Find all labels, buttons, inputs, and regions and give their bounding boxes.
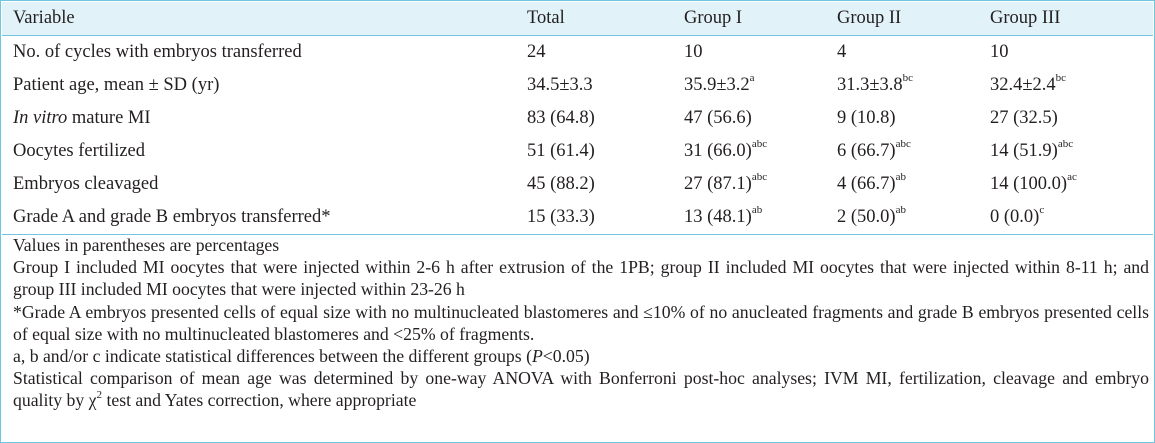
cell-group-2: 6 (66.7)abc [837,137,911,161]
footnote-groups: Group I included MI oocytes that were in… [13,257,1149,300]
cell-group-3: 0 (0.0)c [979,201,1153,235]
cell-group-3: 32.4±2.4bc [990,71,1067,95]
footnote-significance: a, b and/or c indicate statistical diffe… [13,346,590,367]
row-label: Grade A and grade B embryos transferred* [2,201,516,235]
cell-group-2: 4 (66.7)ab [837,170,906,194]
cell-total: 24 [527,41,546,62]
cell-group-2: 2 (50.0)ab [826,201,979,235]
table-row: Patient age, mean ± SD (yr) 34.5±3.3 35.… [2,69,1153,102]
cell-group-2: 4 [837,41,847,62]
cell-total: 45 (88.2) [527,174,595,194]
row-label: No. of cycles with embryos transferred [13,41,302,62]
header-variable: Variable [2,2,516,36]
cell-total: 15 (33.3) [516,201,673,235]
row-label: In vitro mature MI [13,108,151,128]
footnote-percentages: Values in parentheses are percentages [13,235,280,255]
cell-group-2: 9 (10.8) [837,108,896,128]
header-group-2: Group II [826,2,979,36]
cell-total: 34.5±3.3 [527,75,593,95]
footnote-grades: *Grade A embryos presented cells of equa… [13,301,1149,344]
table-row: Embryos cleavaged 45 (88.2) 27 (87.1)abc… [2,168,1153,201]
cell-group-3: 27 (32.5) [990,108,1058,128]
cell-group-1: 27 (87.1)abc [684,170,768,194]
header-group-1: Group I [673,2,826,36]
table-footnotes: Values in parentheses are percentages Gr… [13,234,1149,412]
footnote-statistics: Statistical comparison of mean age was d… [13,368,1149,411]
cell-total: 51 (61.4) [527,141,595,161]
cell-group-3: 14 (51.9)abc [990,137,1074,161]
cell-group-3: 14 (100.0)ac [990,170,1077,194]
header-group-3: Group III [979,2,1153,36]
row-label: Oocytes fertilized [13,141,146,161]
cell-group-1: 35.9±3.2a [684,71,755,95]
cell-group-3: 10 [990,41,1009,62]
table-row: No. of cycles with embryos transferred 2… [2,35,1153,69]
table-row: In vitro mature MI 83 (64.8) 47 (56.6) 9… [2,102,1153,135]
table-row: Oocytes fertilized 51 (61.4) 31 (66.0)ab… [2,135,1153,168]
header-total: Total [516,2,673,36]
table-row: Grade A and grade B embryos transferred*… [2,201,1153,235]
cell-group-1: 13 (48.1)ab [673,201,826,235]
table-header-row: Variable Total Group I Group II Group II… [2,2,1153,36]
cell-group-1: 47 (56.6) [684,108,752,128]
cell-group-2: 31.3±3.8bc [837,71,914,95]
results-table: Variable Total Group I Group II Group II… [2,2,1153,235]
cell-total: 83 (64.8) [527,108,595,128]
row-label: Patient age, mean ± SD (yr) [13,75,220,95]
cell-group-1: 31 (66.0)abc [684,137,768,161]
cell-group-1: 10 [684,41,703,62]
row-label: Embryos cleavaged [13,174,159,194]
